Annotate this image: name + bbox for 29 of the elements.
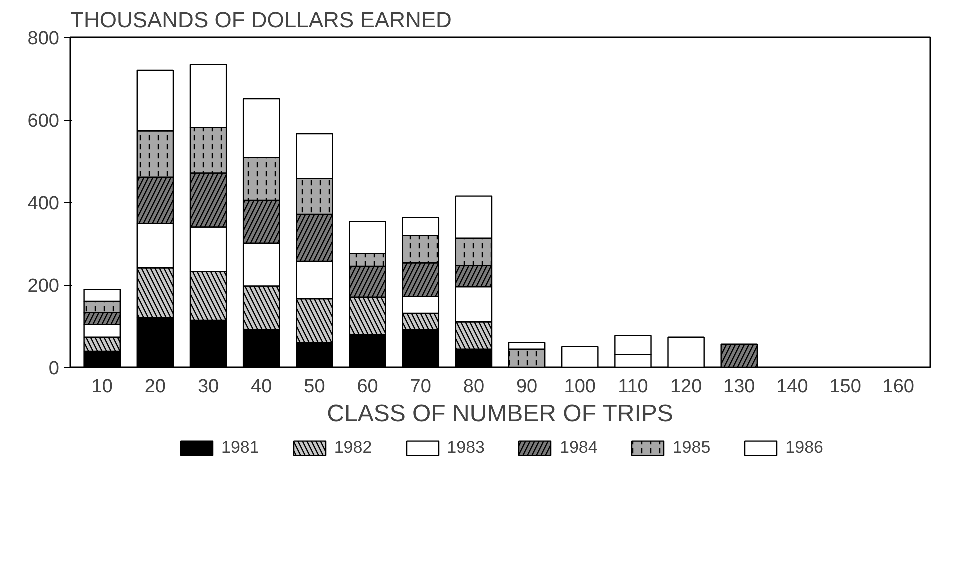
x-tick-label: 110	[618, 376, 648, 398]
legend-label: 1984	[560, 438, 598, 458]
x-tick-label: 40	[251, 376, 272, 398]
x-tick-label: 70	[410, 376, 432, 398]
x-tick-label: 60	[357, 376, 378, 398]
x-tick-label: 10	[92, 376, 113, 398]
legend-label: 1985	[672, 438, 711, 458]
legend-label: 1982	[334, 438, 372, 458]
x-axis-title: CLASS OF NUMBER OF TRIPS	[327, 400, 674, 428]
x-tick-label: 50	[304, 376, 326, 398]
x-tick-label: 120	[670, 376, 702, 398]
x-tick-label: 30	[198, 376, 220, 398]
x-tick-label: 90	[516, 376, 538, 398]
chart-title: THOUSANDS OF DOLLARS EARNED	[70, 8, 452, 32]
legend-label: 1983	[447, 438, 485, 458]
legend-label: 1981	[222, 438, 260, 458]
x-tick-label: 150	[830, 376, 862, 398]
y-tick-label: 400	[28, 194, 60, 214]
y-tick-label: 800	[28, 28, 60, 50]
y-tick-label: 0	[48, 358, 60, 380]
y-tick-label: 200	[28, 276, 60, 297]
x-tick-label: 160	[882, 376, 914, 398]
x-tick-label: 80	[463, 376, 485, 398]
x-tick-label: 140	[776, 376, 808, 398]
x-tick-label: 130	[724, 376, 756, 398]
y-tick-label: 600	[28, 111, 60, 132]
x-tick-label: 100	[564, 376, 596, 398]
legend-label: 1986	[786, 438, 824, 458]
x-tick-label: 20	[144, 376, 166, 398]
